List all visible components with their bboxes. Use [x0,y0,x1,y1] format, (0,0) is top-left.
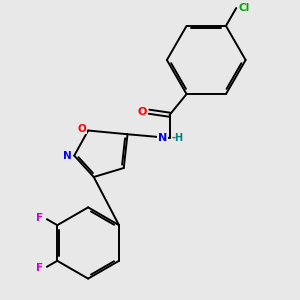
Text: -H: -H [172,133,184,143]
Text: O: O [138,107,147,117]
Text: N: N [158,133,168,143]
Text: O: O [78,124,86,134]
Text: F: F [36,213,43,224]
Text: F: F [36,262,43,273]
Text: N: N [63,151,72,160]
Text: Cl: Cl [239,3,250,13]
